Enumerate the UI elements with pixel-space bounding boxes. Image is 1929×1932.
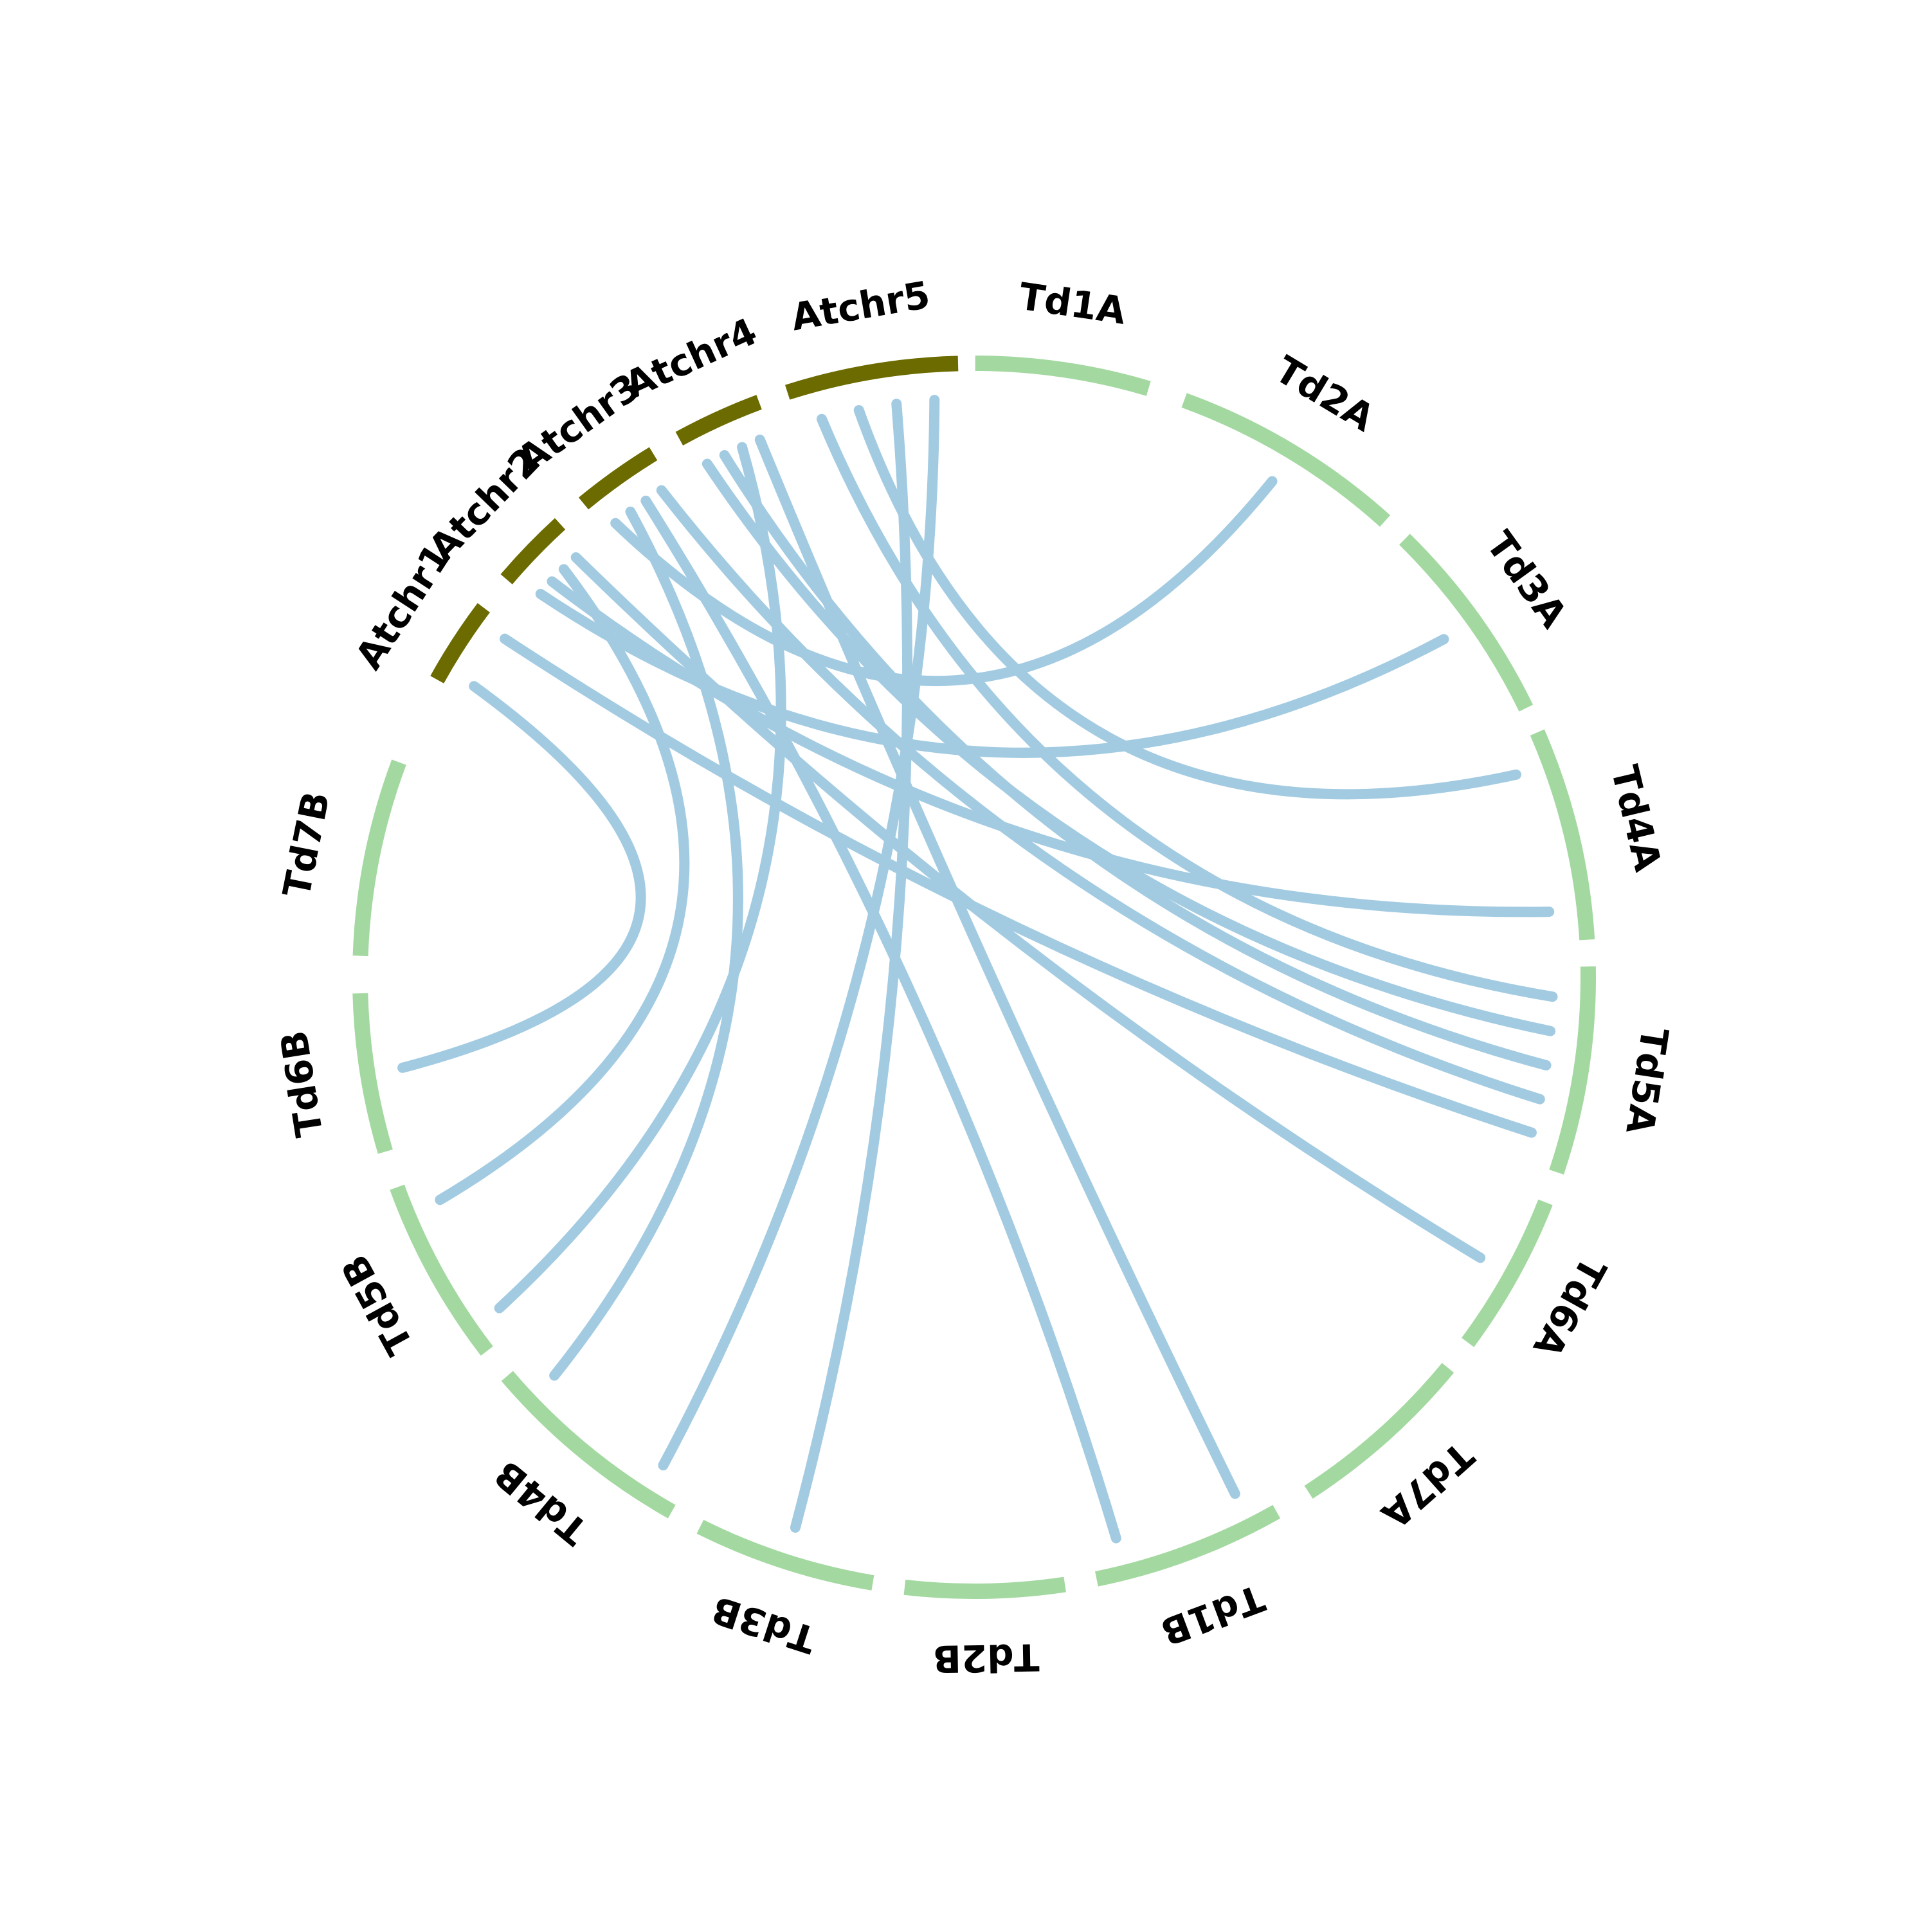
segment-label-td7a: Td7A <box>1373 1433 1481 1537</box>
segment-td6b <box>352 993 393 1154</box>
link-atchr1-td5a-17 <box>500 633 1537 1138</box>
segment-label-td4b: Td4B <box>486 1452 596 1553</box>
link-atchr1-td6b-16 <box>397 681 646 1073</box>
segment-label-td3b: Td3B <box>707 1587 822 1662</box>
segment-label-td6a: Td6A <box>1525 1250 1615 1365</box>
segment-td6a <box>1462 1199 1553 1348</box>
segment-atchr3 <box>578 447 658 510</box>
segment-td5b <box>390 1184 493 1356</box>
link-atchr5-td4b-3 <box>658 395 940 1471</box>
segment-td7a <box>1304 1362 1454 1499</box>
segment-label-td7b: Td7B <box>275 788 338 901</box>
segment-td2a <box>1181 393 1391 527</box>
segment-label-atchr5: Atchr5 <box>788 273 934 339</box>
segment-label-td2a: Td2A <box>1268 347 1382 440</box>
segment-td3a <box>1399 534 1534 712</box>
segment-td1b <box>1095 1504 1281 1587</box>
segment-td7b <box>352 759 406 957</box>
link-atchr5-td4a-1 <box>853 405 1521 800</box>
link-atchr5-td3b-2 <box>790 399 913 1533</box>
segment-td5a <box>1549 966 1596 1175</box>
segment-label-td3a: Td3A <box>1478 523 1575 636</box>
links-layer <box>397 395 1558 1544</box>
segment-atchr4 <box>675 395 762 446</box>
segment-label-td1b: Td1B <box>1155 1576 1270 1654</box>
link-atchr5-td5a-0 <box>816 413 1558 1002</box>
link-atchr2-td6a-15 <box>570 552 1486 1263</box>
link-atchr4-td5b-6 <box>494 442 786 1314</box>
segment-atchr5 <box>785 356 959 400</box>
link-atchr4-td1b-7 <box>754 434 1240 1499</box>
segment-td4b <box>501 1371 676 1519</box>
segment-label-td5a: Td5A <box>1617 1025 1677 1137</box>
segment-label-td5b: Td5B <box>332 1247 422 1362</box>
link-atchr3-td2a-8 <box>610 476 1278 687</box>
segment-label-td2b: Td2B <box>932 1635 1040 1681</box>
segment-atchr1 <box>430 603 490 683</box>
segment-atchr2 <box>500 518 566 584</box>
segment-label-td6b: Td6B <box>272 1028 332 1140</box>
segments-layer <box>352 356 1596 1599</box>
segment-label-atchr4: Atchr4 <box>618 309 763 407</box>
segment-label-td1a: Td1A <box>1017 275 1129 333</box>
link-atchr2-td4a-13 <box>547 576 1555 917</box>
link-atchr3-td1b-10 <box>640 495 1121 1544</box>
link-atchr3-td4b-9 <box>549 506 743 1381</box>
link-atchr3-td5a-11 <box>656 485 1545 1105</box>
segment-td2b <box>903 1576 1066 1599</box>
segment-td4a <box>1530 729 1595 941</box>
link-atchr2-td5b-14 <box>435 564 690 1205</box>
segment-td1a <box>975 356 1151 396</box>
segment-label-td4a: Td4A <box>1602 761 1670 876</box>
segment-td3b <box>696 1519 874 1591</box>
